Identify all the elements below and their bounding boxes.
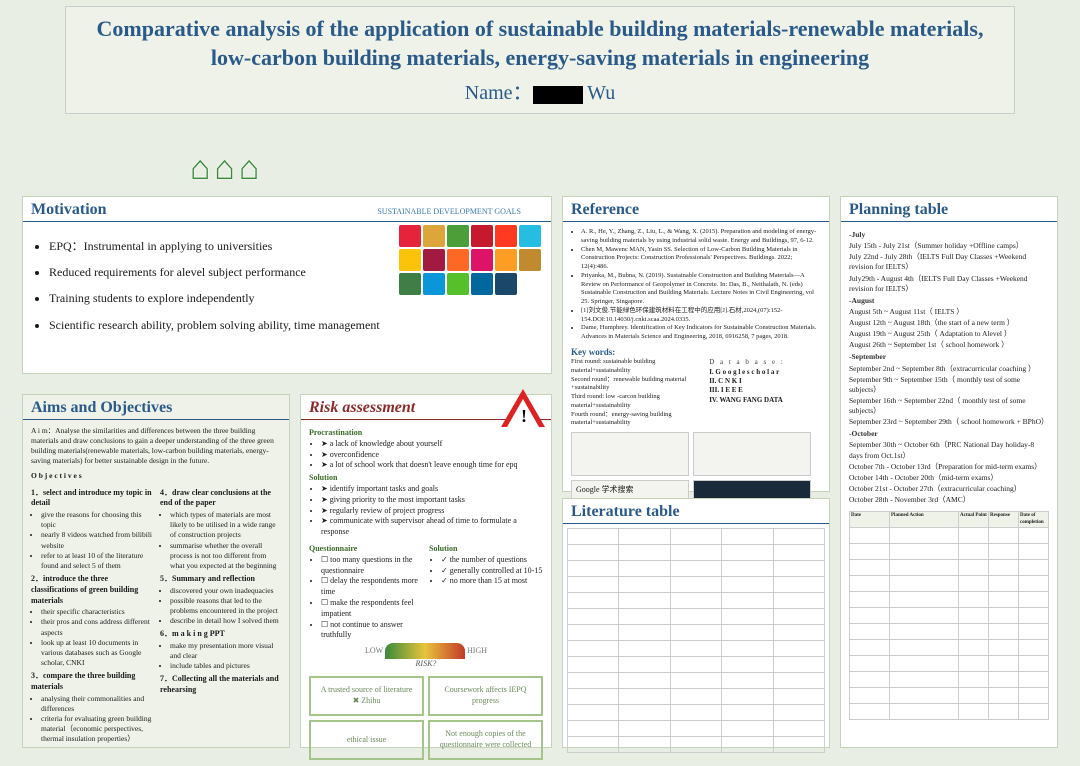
risk-box: Coursework affects IEPQ progress — [428, 676, 543, 716]
literature-panel: Literature table — [562, 498, 830, 748]
aims-right-col: 4．draw clear conclusions at the end of t… — [160, 485, 281, 745]
reference-head: Reference — [563, 197, 829, 222]
literature-grid — [567, 528, 825, 753]
sdg-cell — [495, 273, 517, 295]
reference-panel: Reference A. R., He, Y., Zhang, Z., Liu,… — [562, 196, 830, 492]
sdg-cell — [495, 249, 517, 271]
planning-line: -July — [849, 230, 1049, 240]
planning-line: -October — [849, 429, 1049, 439]
planning-line: September 2nd ~ September 8th（extracurri… — [849, 364, 1049, 374]
reference-list: A. R., He, Y., Zhang, Z., Liu, L., & Wan… — [571, 228, 821, 342]
sdg-cell — [519, 249, 541, 271]
planning-line: -September — [849, 352, 1049, 362]
planning-line: -August — [849, 296, 1049, 306]
sdg-label: SUSTAINABLE DEVELOPMENT GOALS — [377, 207, 521, 216]
literature-head: Literature table — [563, 499, 829, 524]
planning-line: September 23rd ~ September 29th（ school … — [849, 417, 1049, 427]
sdg-cell — [471, 273, 493, 295]
planning-line: August 5th ~ August 11st（ IELTS ） — [849, 307, 1049, 317]
planning-line: October 28th - November 3rd（AMC） — [849, 495, 1049, 505]
motivation-item: Scientific research ability, problem sol… — [49, 317, 543, 333]
sdg-cell — [471, 249, 493, 271]
sdg-cell — [423, 249, 445, 271]
planning-schedule: DatePlanned ActionActual PointResponseDa… — [849, 511, 1049, 720]
planning-line: September 9th ~ September 15th（ monthly … — [849, 375, 1049, 395]
sdg-cell — [423, 225, 445, 247]
sdg-cell — [447, 225, 469, 247]
aim-text: A i m：Analyse the similarities and diffe… — [31, 426, 281, 467]
planning-line: August 26th ~ September 1st（ school home… — [849, 340, 1049, 350]
title-banner: Comparative analysis of the application … — [65, 6, 1015, 114]
sdg-cell — [471, 225, 493, 247]
planning-line: October 14th - October 20th（mid-term exa… — [849, 473, 1049, 483]
planning-line: July 15th - July 21st（Summer holiday +Of… — [849, 241, 1049, 251]
redacted-name — [533, 86, 583, 104]
risk-panel: Risk assessment ! Procrastination ➤ a la… — [300, 394, 552, 748]
motivation-panel: Motivation EPQ：Instrumental in applying … — [22, 196, 552, 374]
risk-box: A trusted source of literature ✖ Zhihu — [309, 676, 424, 716]
planning-line: September 30th ~ October 6th（PRC Nationa… — [849, 440, 1049, 460]
planning-line: September 16th ~ September 22nd（ monthly… — [849, 396, 1049, 416]
risk-box: Not enough copies of the questionnaire w… — [428, 720, 543, 760]
planning-line: July 22nd - July 28th（IELTS Full Day Cla… — [849, 252, 1049, 272]
sdg-cell — [495, 225, 517, 247]
sdg-cell — [399, 273, 421, 295]
obj-head: O b j e c t i v e s — [31, 471, 281, 481]
thumb-image — [571, 432, 689, 476]
main-title: Comparative analysis of the application … — [76, 15, 1004, 72]
planning-line: July29th - August 4th（IELTS Full Day Cla… — [849, 274, 1049, 294]
aims-left-col: 1．select and introduce my topic in detai… — [31, 485, 152, 745]
planning-line: August 12th ~ August 18th（the start of a… — [849, 318, 1049, 328]
author-line: Name： Wu — [76, 76, 1004, 105]
sdg-cell — [399, 225, 421, 247]
house-icons: ⌂⌂⌂ — [190, 150, 263, 188]
sdg-cell — [519, 273, 541, 295]
aims-panel: Aims and Objectives A i m：Analyse the si… — [22, 394, 290, 748]
sdg-cell — [399, 249, 421, 271]
planning-list: -JulyJuly 15th - July 21st（Summer holida… — [849, 230, 1049, 505]
sdg-cell — [519, 225, 541, 247]
planning-line: August 19th ~ August 25th（ Adaptation to… — [849, 329, 1049, 339]
thumb-image — [693, 432, 811, 476]
risk-boxes: A trusted source of literature ✖ ZhihuCo… — [309, 676, 543, 760]
aims-head: Aims and Objectives — [23, 395, 289, 420]
planning-head: Planning table — [841, 197, 1057, 222]
sdg-cell — [423, 273, 445, 295]
planning-line: October 7th - October 13rd（Preparation f… — [849, 462, 1049, 472]
planning-line: October 21st - October 27th（extracurricu… — [849, 484, 1049, 494]
sdg-grid — [399, 225, 541, 295]
planning-panel: Planning table -JulyJuly 15th - July 21s… — [840, 196, 1058, 748]
risk-box: ethical issue — [309, 720, 424, 760]
sdg-cell — [447, 273, 469, 295]
sdg-cell — [447, 249, 469, 271]
